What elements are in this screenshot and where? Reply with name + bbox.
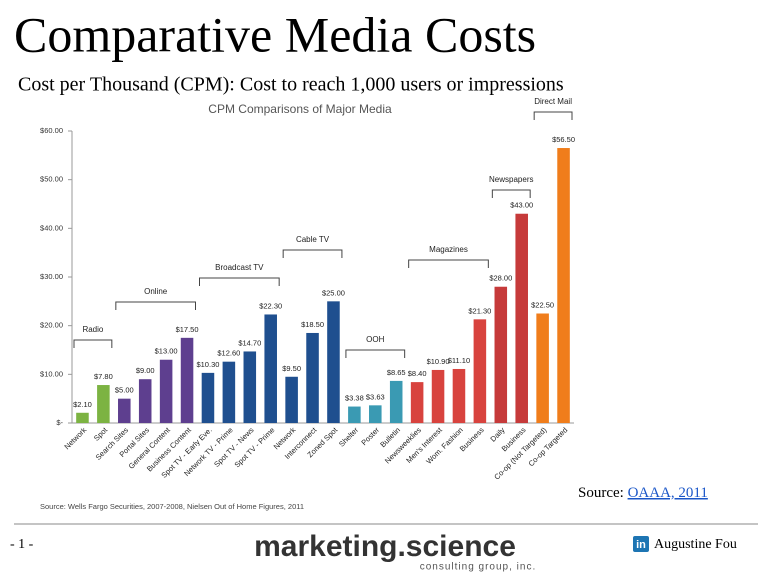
value-label: $9.50 — [282, 364, 301, 373]
bar — [285, 376, 298, 423]
bar — [431, 369, 445, 423]
chart-title: CPM Comparisons of Major Media — [208, 102, 392, 116]
bar — [118, 398, 131, 423]
bar — [180, 337, 194, 423]
value-label: $43.00 — [510, 201, 533, 210]
logo: marketing.science — [254, 530, 516, 563]
group-label: OOH — [366, 335, 384, 344]
value-label: $22.50 — [531, 300, 554, 309]
y-tick-label: $60.00 — [40, 126, 63, 135]
value-label: $56.50 — [552, 135, 575, 144]
y-tick-label: $10.00 — [40, 369, 63, 378]
slide-subtitle: Cost per Thousand (CPM): Cost to reach 1… — [18, 74, 564, 96]
group-bracket — [491, 189, 531, 198]
value-label: $12.60 — [217, 349, 240, 358]
value-label: $10.90 — [427, 357, 450, 366]
chart-note: Source: Wells Fargo Securities, 2007-200… — [40, 502, 304, 511]
value-label: $5.00 — [115, 386, 134, 395]
group-label: Online — [144, 287, 168, 296]
value-label: $10.30 — [196, 360, 219, 369]
value-label: $2.10 — [73, 400, 92, 409]
bar — [515, 213, 528, 423]
group-bracket — [408, 259, 489, 268]
group-label: Broadcast TV — [215, 263, 264, 272]
value-label: $11.10 — [448, 356, 470, 365]
logo-sub: consulting group, inc. — [420, 562, 537, 573]
value-label: $22.30 — [259, 301, 282, 310]
value-label: $9.00 — [136, 366, 155, 375]
group-bracket — [73, 339, 113, 348]
bar — [264, 314, 277, 423]
group-label: Radio — [82, 325, 103, 334]
bar — [222, 361, 236, 423]
x-tick-label: Daily — [488, 425, 506, 443]
group-label: Cable TV — [296, 235, 330, 244]
author: Augustine Fou — [654, 537, 737, 552]
group-label: Newspapers — [489, 175, 533, 184]
value-label: $28.00 — [489, 274, 512, 283]
bar — [327, 301, 340, 423]
author-badge-bg — [633, 536, 649, 552]
x-tick-label: Spot — [92, 425, 110, 443]
bar — [243, 351, 257, 423]
source-prefix: Source: — [578, 485, 624, 501]
x-tick-label: Network — [62, 425, 88, 451]
group-bracket — [199, 277, 280, 286]
bar — [452, 368, 466, 423]
page-number: - 1 - — [10, 537, 34, 552]
bar — [557, 148, 570, 424]
y-tick-label: $40.00 — [40, 223, 63, 232]
group-bracket — [533, 111, 573, 120]
value-label: $3.63 — [366, 392, 385, 401]
slide-title: Comparative Media Costs — [14, 6, 536, 62]
group-label: Magazines — [429, 245, 468, 254]
bar — [389, 380, 403, 423]
value-label: $14.70 — [238, 338, 261, 347]
bar — [410, 382, 424, 423]
y-tick-label: $50.00 — [40, 175, 63, 184]
bar — [494, 286, 508, 423]
value-label: $8.65 — [387, 368, 406, 377]
bar — [138, 379, 152, 423]
bar — [473, 319, 487, 423]
value-label: $18.50 — [301, 320, 324, 329]
group-bracket — [345, 349, 406, 358]
value-label: $13.00 — [155, 347, 178, 356]
bar — [76, 412, 89, 423]
value-label: $17.50 — [176, 325, 199, 334]
source: Source: OAAA, 2011 — [578, 485, 708, 501]
bar — [348, 406, 361, 423]
group-bracket — [115, 301, 196, 310]
source-link[interactable]: OAAA, 2011 — [628, 485, 708, 501]
y-tick-label: $- — [56, 418, 63, 427]
value-label: $7.80 — [94, 372, 113, 381]
bar — [369, 405, 382, 423]
x-tick-label: Shelter — [337, 425, 361, 449]
bar — [159, 359, 173, 423]
author-badge: in — [636, 539, 646, 551]
value-label: $3.38 — [345, 394, 364, 403]
y-tick-label: $20.00 — [40, 321, 63, 330]
bar — [97, 385, 110, 423]
value-label: $25.00 — [322, 288, 345, 297]
value-label: $8.40 — [408, 369, 427, 378]
bar — [201, 372, 215, 423]
bar — [536, 313, 549, 423]
value-label: $21.30 — [468, 306, 491, 315]
y-tick-label: $30.00 — [40, 272, 63, 281]
group-bracket — [282, 249, 343, 258]
group-label: Direct Mail — [534, 97, 572, 106]
bar — [306, 332, 319, 423]
